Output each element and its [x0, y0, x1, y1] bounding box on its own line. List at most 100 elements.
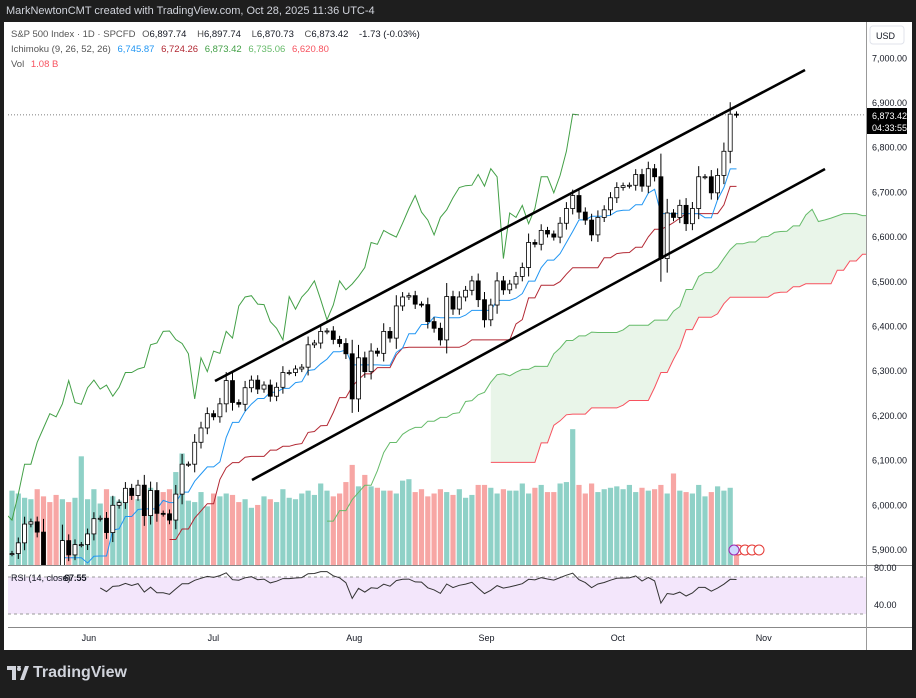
high-value: 6,897.74 — [203, 29, 241, 40]
candle-body — [198, 427, 204, 443]
volume-bar — [179, 453, 185, 565]
candle — [204, 407, 210, 435]
candle — [639, 168, 645, 192]
price-axis[interactable]: 7,000.00 6,900.00 6,800.00 6,700.00 6,600.00… — [872, 53, 907, 555]
price-tick-label: 6,400.00 — [872, 322, 907, 332]
candle — [148, 481, 154, 525]
candle — [223, 372, 229, 413]
candle-body — [248, 379, 254, 389]
candle — [337, 335, 343, 348]
rsi-tick: 40.00 — [874, 600, 897, 610]
legend-volume-row[interactable]: Vol 1.08 B — [11, 57, 424, 72]
candle-body — [557, 222, 563, 238]
candle-body — [299, 366, 305, 370]
candle — [652, 164, 657, 182]
currency-button[interactable] — [869, 25, 905, 45]
candle — [708, 170, 714, 200]
candle — [255, 375, 261, 394]
volume-bar — [211, 493, 217, 565]
candle — [608, 192, 613, 216]
candle — [179, 454, 185, 505]
candle — [368, 343, 374, 380]
price-tick-label: 6,900.00 — [872, 98, 907, 108]
volume-bar — [500, 489, 506, 565]
candle — [721, 142, 727, 185]
symbol-name[interactable]: S&P 500 Index · 1D · SPCFD — [11, 29, 136, 40]
candle-body — [356, 357, 361, 400]
candle — [551, 230, 557, 241]
candle — [727, 102, 733, 164]
volume-bar — [280, 489, 286, 565]
candle — [305, 336, 311, 376]
time-tick-label: Nov — [756, 633, 773, 643]
low-value: 6,870.73 — [256, 29, 294, 40]
candle-body — [582, 211, 588, 221]
volume-bar — [425, 496, 431, 565]
candle — [141, 474, 147, 526]
volume-bar — [689, 493, 695, 565]
brand-name: TradingView — [33, 664, 127, 681]
vol-label[interactable]: Vol — [11, 59, 25, 70]
candle-body — [211, 413, 217, 418]
lagging-span-value: 6,873.42 — [204, 44, 242, 55]
candle — [513, 271, 519, 289]
volume-bar — [652, 489, 658, 565]
candle-body — [532, 242, 538, 245]
volume-bar — [614, 486, 620, 565]
candle-body — [242, 387, 248, 405]
candle-body — [15, 542, 21, 554]
candle — [715, 168, 720, 200]
event-flag-icons[interactable] — [728, 544, 765, 556]
candle — [217, 397, 223, 423]
channel-upper-trendline[interactable] — [214, 68, 806, 383]
candle-body — [154, 490, 160, 514]
candle — [261, 381, 267, 393]
candle — [173, 484, 179, 530]
candle-body — [500, 280, 506, 291]
candle-body — [683, 204, 689, 225]
volume-bar — [223, 493, 229, 565]
candle-body — [639, 174, 645, 187]
candle-body — [564, 208, 569, 224]
volume-bar — [343, 482, 349, 565]
candle — [9, 550, 15, 557]
candle-body — [545, 229, 550, 235]
volume-bar — [53, 494, 59, 565]
candle-body — [318, 331, 324, 344]
candle — [456, 291, 462, 315]
candle-body — [110, 504, 116, 533]
volume-bar — [633, 492, 639, 565]
vol-value: 1.08 B — [30, 59, 59, 70]
candle — [381, 323, 387, 362]
volume-bar — [658, 484, 664, 565]
channel-lower-trendline[interactable] — [251, 167, 826, 482]
candle-body — [223, 380, 229, 405]
candle — [633, 169, 639, 191]
volume-bar — [551, 492, 557, 565]
candle — [299, 364, 305, 373]
ichimoku-label[interactable]: Ichimoku (9, 26, 52, 26) — [11, 44, 111, 55]
open-label: O — [142, 29, 150, 40]
volume-bar — [526, 493, 532, 565]
candle-body — [116, 502, 122, 506]
volume-bar — [368, 486, 374, 565]
candle-body — [230, 380, 235, 403]
candle — [475, 273, 481, 308]
candle-body — [368, 350, 374, 373]
attribution-text: MarkNewtonCMT created with TradingView.c… — [6, 5, 375, 17]
candle — [374, 347, 380, 357]
time-axis[interactable]: Jun Jul Aug Sep Oct Nov — [82, 633, 773, 643]
volume-bar — [607, 487, 614, 565]
tradingview-logo[interactable]: TradingView — [7, 664, 127, 682]
candle-body — [690, 208, 695, 225]
candle — [198, 421, 204, 449]
price-tick-label: 6,100.00 — [872, 456, 907, 466]
legend-symbol-row[interactable]: S&P 500 Index · 1D · SPCFD O6,897.74 H6,… — [11, 27, 424, 42]
legend-ichimoku-row[interactable]: Ichimoku (9, 26, 52, 26) 6,745.87 6,724.… — [11, 42, 424, 57]
candle — [425, 297, 431, 329]
volume-bar — [696, 484, 702, 565]
candle-body — [538, 229, 544, 245]
leading-span-b-value: 6,620.80 — [291, 44, 329, 55]
volume-bar — [670, 473, 677, 565]
